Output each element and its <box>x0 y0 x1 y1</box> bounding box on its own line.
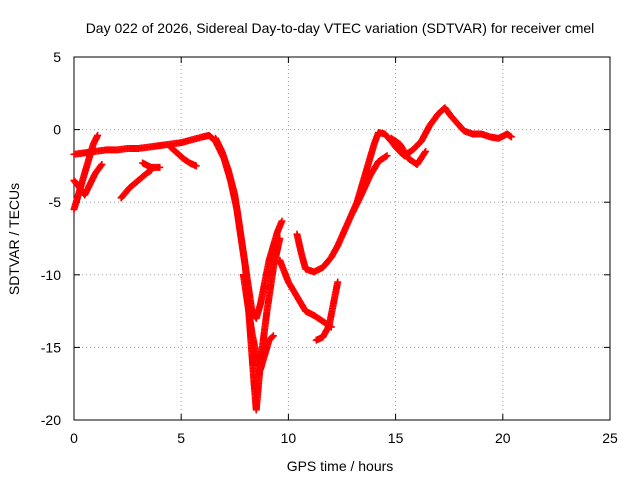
point-6-13 <box>156 163 164 171</box>
y-tick-label-3: -5 <box>49 194 62 210</box>
data-points <box>70 104 515 414</box>
point-2-85 <box>268 333 276 341</box>
x-tick-label-4: 20 <box>495 430 511 446</box>
point-10-42 <box>334 278 342 286</box>
x-tick-label-5: 25 <box>602 430 618 446</box>
y-tick-label-0: -20 <box>41 412 61 428</box>
x-tick-label-1: 5 <box>177 430 185 446</box>
y-tick-label-4: 0 <box>53 122 61 138</box>
point-2-86 <box>269 332 277 340</box>
point-1-186 <box>278 217 286 225</box>
y-tick-label-5: 5 <box>53 49 61 65</box>
point-12-44 <box>383 152 391 160</box>
series-recovery-branch-b <box>387 134 430 168</box>
plot-frame <box>73 56 611 421</box>
series-mid-branch <box>139 159 164 171</box>
point-4-34 <box>97 162 105 170</box>
series-mid-low-track <box>117 166 155 202</box>
y-axis-label: SDTVAR / TECUs <box>6 183 22 295</box>
x-tick-label-3: 15 <box>388 430 404 446</box>
x-axis-label: GPS time / hours <box>287 458 394 474</box>
y-tick-labels: -20 -15 -10 -5 0 5 <box>41 49 61 428</box>
series-midday-tail <box>312 278 342 344</box>
x-tick-label-2: 10 <box>281 430 297 446</box>
point-3-52 <box>94 131 102 139</box>
point-12-43 <box>382 153 390 161</box>
series-dip-branch <box>239 271 277 373</box>
series-early-rise-b <box>70 160 106 199</box>
chart-title: Day 022 of 2026, Sidereal Day-to-day VTE… <box>86 20 595 36</box>
series-midday-mid <box>293 230 342 276</box>
series-hump-track <box>166 143 200 170</box>
x-tick-labels: 0 5 10 15 20 25 <box>70 430 618 446</box>
y-tick-label-2: -10 <box>41 267 61 283</box>
point-4-35 <box>98 160 106 168</box>
point-11-202 <box>507 133 515 141</box>
grid-lines <box>74 57 610 420</box>
x-tick-label-0: 0 <box>70 430 78 446</box>
y-tick-label-1: -15 <box>41 339 61 355</box>
series-parallel-track <box>212 134 286 322</box>
point-13-35 <box>422 147 430 155</box>
point-7-22 <box>192 162 200 170</box>
point-13-34 <box>421 149 429 157</box>
series-recovery-branch-a <box>349 152 391 216</box>
